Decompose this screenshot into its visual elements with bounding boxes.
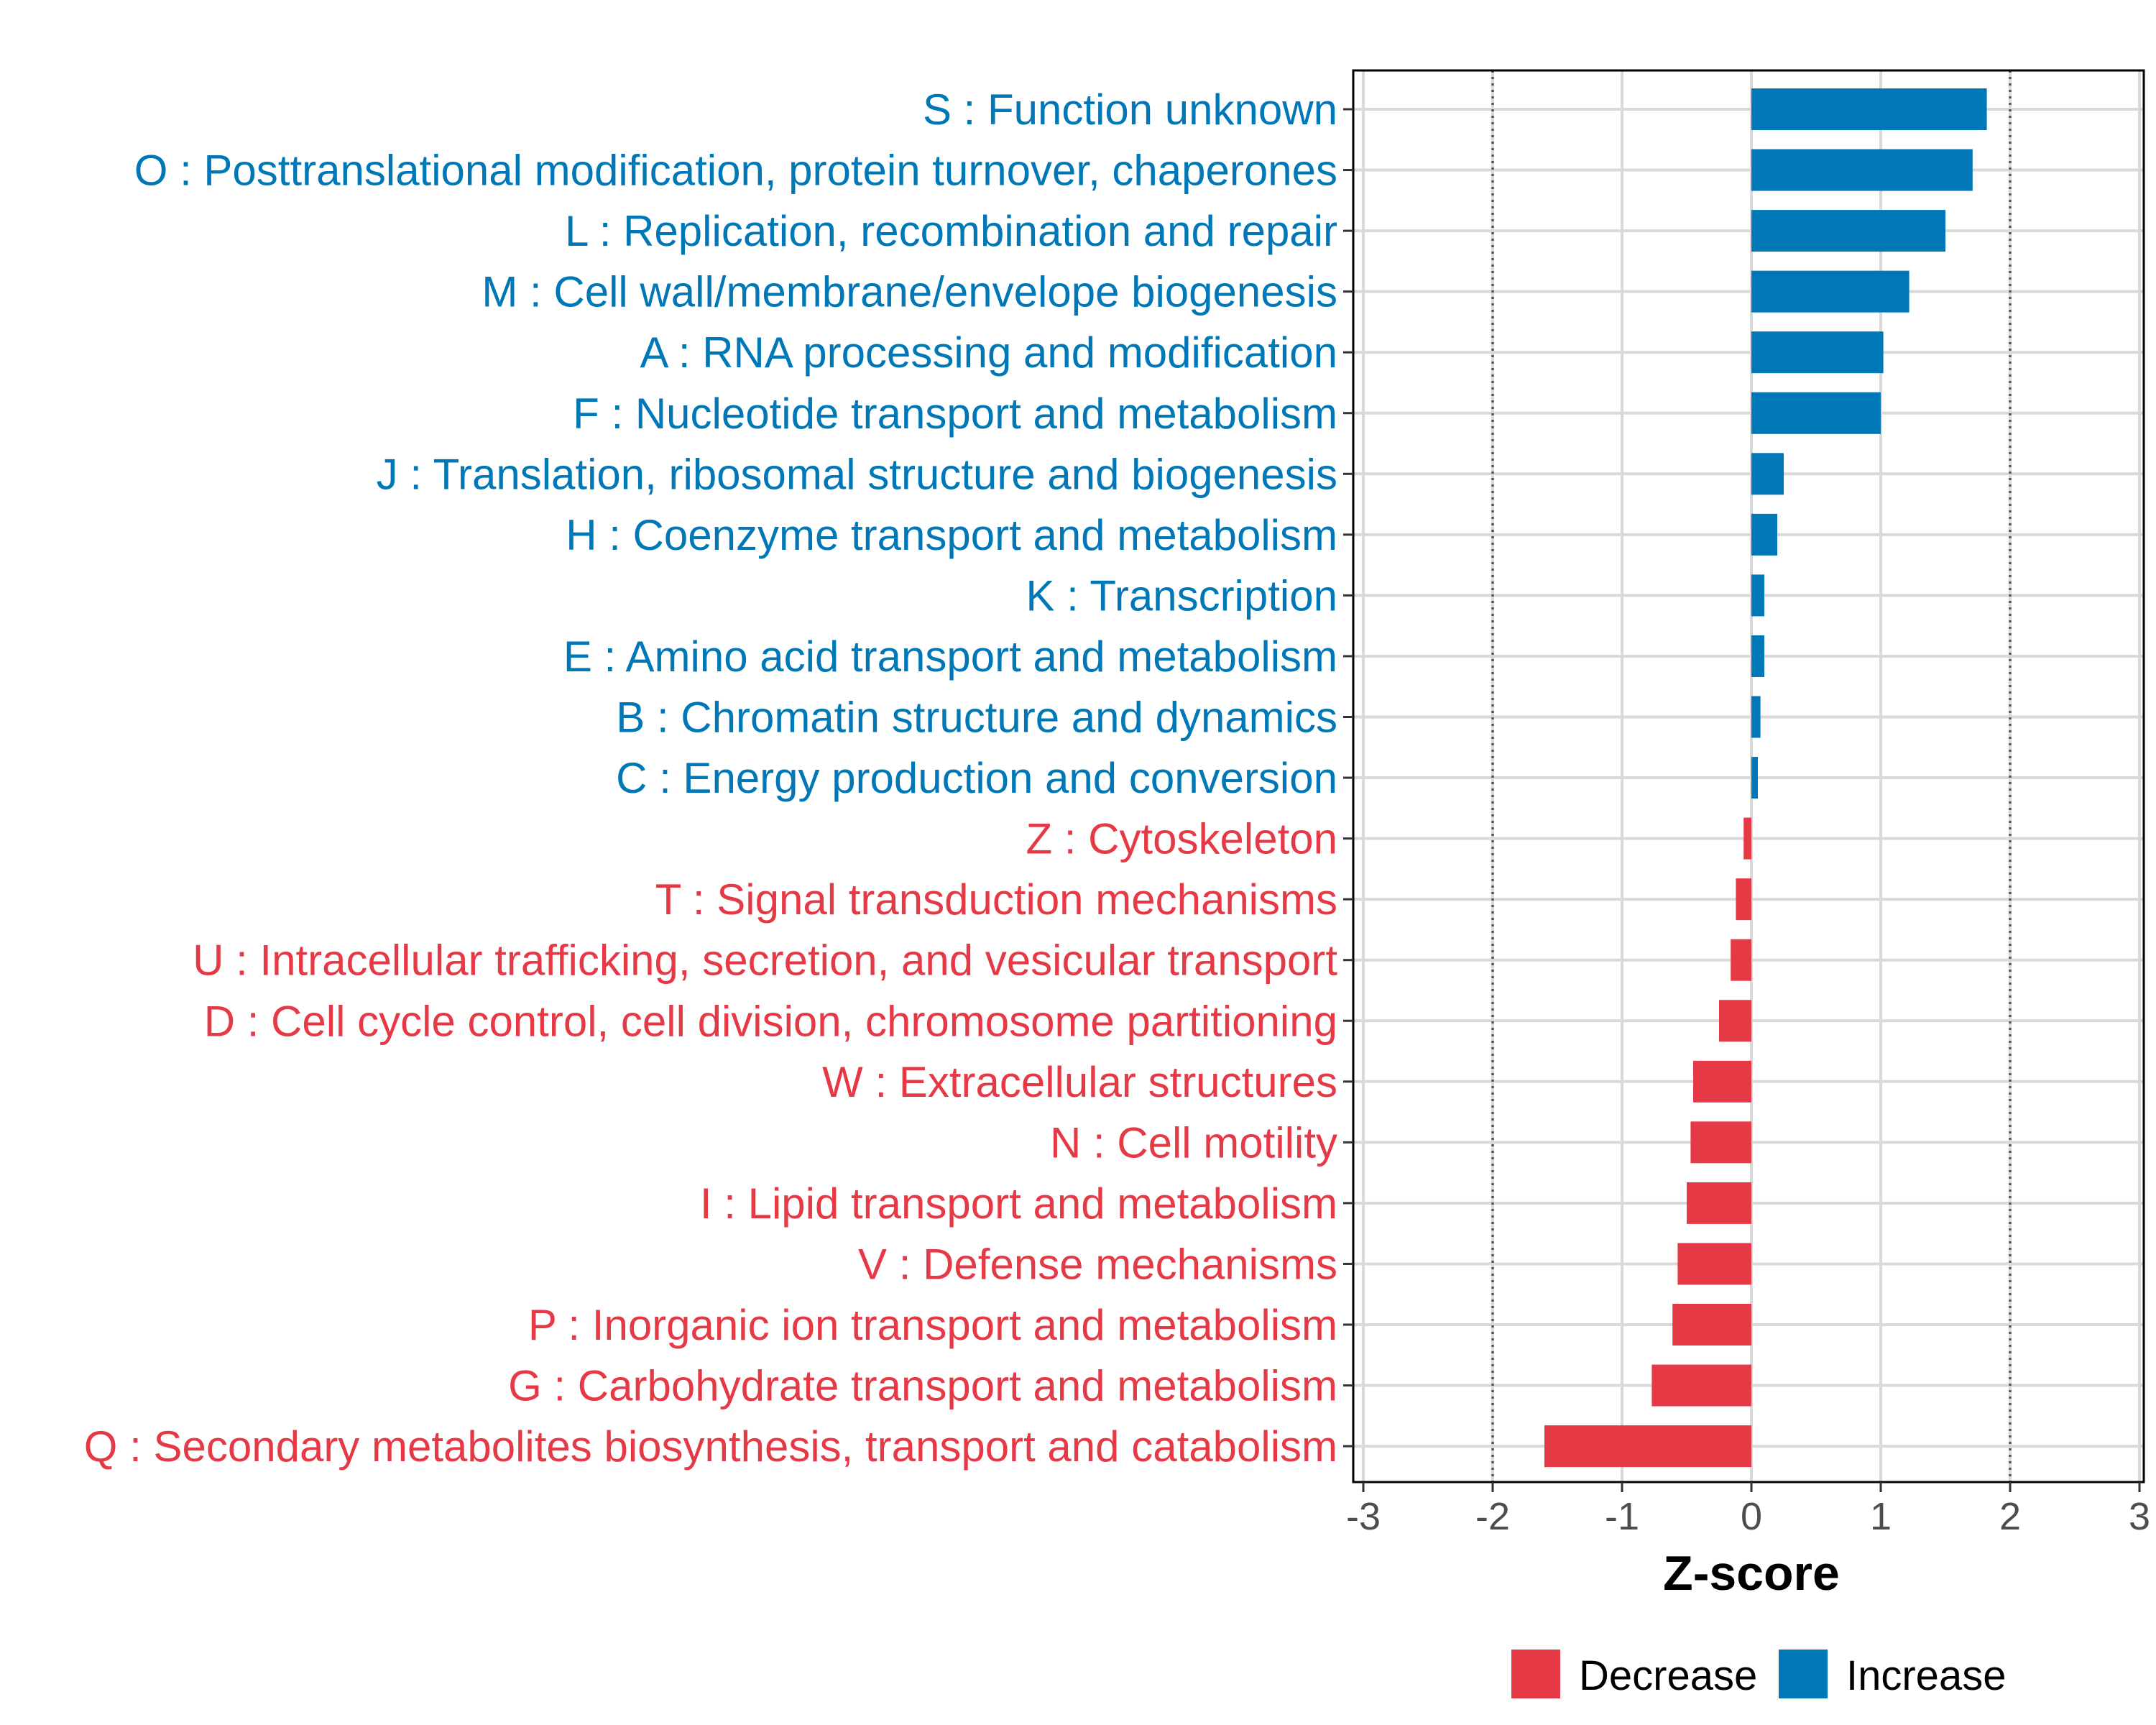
category-label: E : Amino acid transport and metabolism [563,632,1337,681]
bar [1693,1060,1751,1103]
bar [1544,1425,1751,1468]
category-labels: S : Function unknown O : Posttranslationa… [84,86,1338,1471]
x-tick-label: 2 [1999,1495,2021,1538]
category-label: H : Coenzyme transport and metabolism [566,511,1337,559]
bar [1690,1121,1751,1164]
legend-swatch-increase [1779,1650,1828,1698]
x-axis: -3 -2 -1 0 1 2 3 [1343,108,2150,1538]
legend-label-decrease: Decrease [1579,1652,1757,1699]
x-tick-label: -2 [1475,1495,1510,1538]
bar [1751,757,1758,799]
bar [1677,1243,1751,1285]
bar [1751,696,1761,738]
reference-lines [1491,70,2012,1482]
panel-border [1352,69,2145,1484]
bar [1672,1304,1751,1346]
bar [1751,453,1784,495]
x-axis-title: Z-score [1663,1546,1840,1601]
category-label: M : Cell wall/membrane/envelope biogenes… [482,268,1337,316]
bar [1731,939,1751,981]
category-label: O : Posttranslational modification, prot… [134,147,1337,195]
bar [1751,392,1881,434]
x-tick-label: 0 [1741,1495,1762,1538]
category-label: A : RNA processing and modification [640,328,1337,377]
bar [1751,635,1764,677]
category-label: W : Extracellular structures [822,1058,1337,1106]
x-tick-label: -3 [1346,1495,1381,1538]
bar [1743,817,1751,860]
bar [1751,574,1764,617]
category-label: K : Transcription [1026,571,1337,620]
legend-swatch-decrease [1511,1650,1560,1698]
category-label: V : Defense mechanisms [858,1240,1337,1288]
bar [1719,1000,1751,1042]
bar [1751,331,1884,374]
bar [1736,878,1751,921]
category-label: T : Signal transduction mechanisms [655,875,1337,924]
category-label: G : Carbohydrate transport and metabolis… [508,1362,1337,1410]
category-label: N : Cell motility [1050,1118,1337,1167]
bar [1751,210,1945,252]
category-label: L : Replication, recombination and repai… [565,207,1337,255]
category-label: J : Translation, ribosomal structure and… [377,450,1337,498]
legend-label-increase: Increase [1846,1652,2006,1699]
category-label: P : Inorganic ion transport and metaboli… [528,1301,1337,1349]
category-label: S : Function unknown [923,86,1337,134]
bar [1751,513,1777,556]
bars [1544,88,1987,1468]
category-label: D : Cell cycle control, cell division, c… [204,997,1337,1045]
bar [1751,149,1973,191]
category-label: I : Lipid transport and metabolism [700,1179,1337,1228]
category-label: U : Intracellular trafficking, secretion… [193,937,1337,985]
bar [1751,88,1987,130]
category-label: Q : Secondary metabolites biosynthesis, … [84,1422,1337,1471]
x-tick-label: 1 [1870,1495,1892,1538]
bar [1751,270,1909,313]
x-tick-label: 3 [2129,1495,2150,1538]
category-label: F : Nucleotide transport and metabolism [573,390,1337,438]
x-tick-label: -1 [1605,1495,1639,1538]
legend: Decrease Increase [1511,1650,2006,1699]
category-label: C : Energy production and conversion [616,754,1337,802]
category-label: B : Chromatin structure and dynamics [616,694,1337,742]
category-label: Z : Cytoskeleton [1026,815,1337,863]
bar [1651,1364,1751,1407]
bar [1687,1182,1751,1224]
